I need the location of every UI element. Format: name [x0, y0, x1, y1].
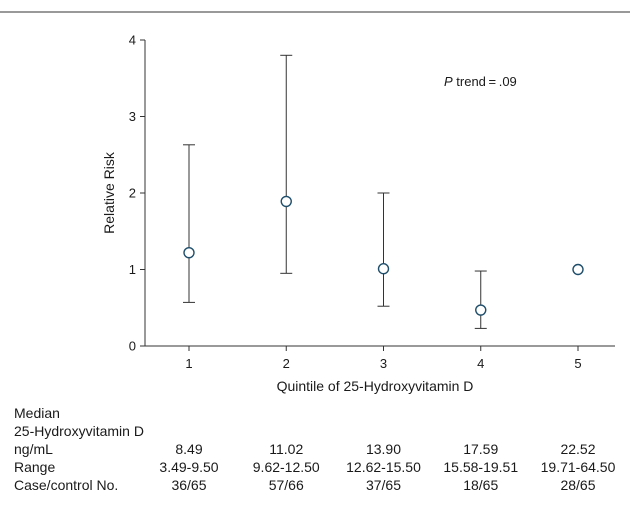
median-values-row: ng/mL 8.49 11.02 13.90 17.59 22.52 [14, 440, 624, 458]
p-trend-value: trend = .09 [453, 74, 517, 89]
range-value-q2: 9.62-12.50 [252, 459, 320, 475]
case-control-value-q5: 28/65 [560, 477, 596, 493]
point-q3 [377, 263, 390, 275]
median-label: Median [14, 405, 60, 421]
y-tick-label-4: 4 [129, 33, 136, 48]
point-q5 [572, 263, 584, 276]
p-trend-italic-p: P [444, 74, 453, 89]
x-axis-label: Quintile of 25-Hydroxyvitamin D [277, 378, 474, 394]
x-tick-label-5: 5 [574, 356, 581, 371]
y-axis-label: Relative Risk [101, 151, 117, 234]
range-value-q1: 3.49-9.50 [159, 459, 219, 475]
case-control-value-q1: 36/65 [171, 477, 207, 493]
p-trend-annotation: P trend = .09 [444, 74, 517, 89]
median-value-q2: 11.02 [269, 441, 304, 457]
quintile-data-table: Median 25-Hydroxyvitamin D ng/mL 8.49 11… [14, 404, 624, 494]
range-row: Range 3.49-9.50 9.62-12.50 12.62-15.50 1… [14, 458, 624, 476]
median-sublabel: 25-Hydroxyvitamin D [14, 423, 144, 439]
median-value-q4: 17.59 [463, 441, 499, 457]
range-value-q5: 19.71-64.50 [540, 459, 616, 475]
point-q4 [475, 304, 487, 316]
median-unit-label: ng/mL [14, 441, 53, 457]
x-tick-label-4: 4 [477, 356, 484, 371]
x-tick-label-2: 2 [283, 356, 290, 371]
point-q1 [183, 246, 195, 259]
case-control-value-q4: 18/65 [463, 477, 499, 493]
median-heading-row: Median [14, 404, 624, 422]
case-control-row: Case/control No. 36/65 57/66 37/65 18/65… [14, 476, 624, 494]
median-subheading-row: 25-Hydroxyvitamin D [14, 422, 624, 440]
axes: 0 1 2 3 4 1 2 3 4 5 [129, 33, 615, 371]
x-tick-label-3: 3 [380, 356, 387, 371]
case-control-value-q2: 57/66 [268, 477, 304, 493]
range-value-q3: 12.62-15.50 [346, 459, 421, 475]
range-value-q4: 15.58-19.51 [443, 459, 519, 475]
y-tick-label-2: 2 [129, 186, 136, 201]
median-value-q3: 13.90 [365, 441, 402, 457]
median-value-q1: 8.49 [175, 441, 203, 457]
case-control-label: Case/control No. [14, 477, 119, 493]
y-tick-label-0: 0 [129, 339, 136, 354]
median-value-q5: 22.52 [560, 441, 596, 457]
y-tick-label-1: 1 [129, 262, 136, 277]
y-tick-label-3: 3 [129, 109, 136, 124]
range-label: Range [14, 459, 56, 475]
point-q2 [280, 195, 292, 208]
x-tick-label-1: 1 [185, 356, 192, 371]
case-control-value-q3: 37/65 [365, 477, 402, 493]
chart-marks [183, 54, 584, 329]
